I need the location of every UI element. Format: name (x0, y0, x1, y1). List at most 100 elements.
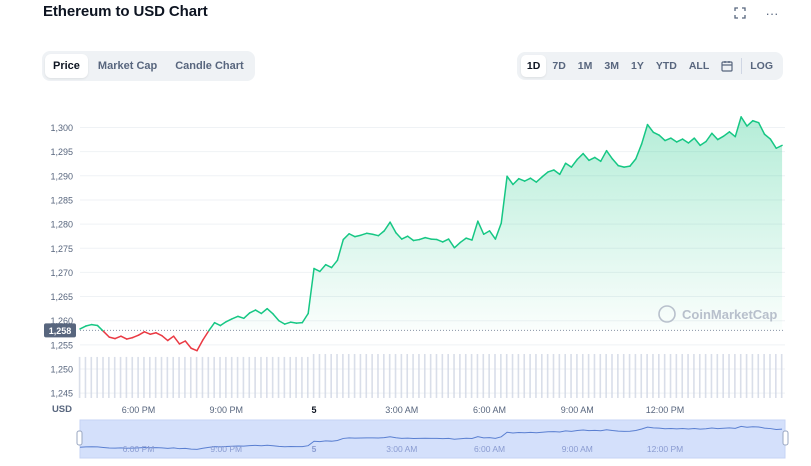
price-line-segment (693, 137, 701, 147)
fullscreen-icon[interactable] (733, 6, 747, 20)
tab-market-cap[interactable]: Market Cap (97, 60, 158, 72)
price-line-segment (599, 149, 608, 163)
range-ytd[interactable]: YTD (655, 60, 677, 72)
volume-bar (698, 354, 701, 398)
y-tick-label: 1,290 (50, 171, 73, 181)
price-line-segment (324, 263, 333, 269)
x-tick-label: 9:00 PM (209, 405, 243, 415)
price-line-segment (172, 335, 181, 345)
price-line-segment (401, 235, 409, 240)
x-tick-label: 6:00 PM (122, 405, 156, 415)
volume-bar (646, 354, 648, 398)
volume-bar (400, 354, 403, 398)
volume-bar (546, 354, 549, 398)
navigator-right-handle[interactable] (782, 430, 789, 446)
volume-bar (406, 354, 409, 398)
chart-actions: ··· (733, 5, 779, 21)
volume-bar (628, 354, 631, 398)
price-line-segment (529, 177, 538, 183)
volume-bar (675, 354, 678, 398)
price-line-segment (676, 138, 684, 143)
volume-bar (470, 354, 473, 398)
volume-bar (745, 354, 748, 398)
range-1y[interactable]: 1Y (630, 60, 644, 72)
price-line-segment (389, 221, 397, 234)
range-7d[interactable]: 7D (552, 60, 566, 72)
price-line-segment (506, 175, 514, 186)
price-line-segment (553, 169, 561, 176)
navigator-tick-label: 6:00 AM (474, 444, 505, 454)
price-line-segment (547, 169, 555, 173)
volume-bar (663, 354, 666, 398)
volume-bar (318, 354, 321, 398)
price-line-segment (301, 312, 309, 324)
price-line-segment (418, 236, 426, 241)
volume-bar (540, 354, 543, 398)
volume-bar (312, 354, 315, 398)
navigator-left-handle[interactable] (76, 430, 83, 446)
volume-bar (728, 354, 730, 398)
volume-bar (195, 356, 198, 398)
price-line-segment (167, 335, 175, 342)
range-1m[interactable]: 1M (577, 60, 593, 72)
price-line-segment (96, 324, 105, 333)
volume-bar (336, 354, 338, 398)
range-all[interactable]: ALL (688, 60, 710, 72)
volume-bar (225, 356, 227, 398)
log-toggle[interactable]: LOG (750, 60, 773, 72)
volume-bar (593, 354, 596, 398)
price-line-segment (120, 335, 128, 340)
volume-bar (213, 356, 215, 398)
volume-bar (739, 354, 742, 398)
price-line-segment (243, 312, 251, 320)
volume-bar (295, 356, 297, 398)
price-line-segment (623, 165, 631, 168)
tab-candle-chart[interactable]: Candle Chart (175, 60, 244, 72)
more-icon[interactable]: ··· (765, 5, 779, 21)
volume-bar (763, 354, 765, 398)
range-3m[interactable]: 3M (604, 60, 619, 72)
price-line-segment (757, 121, 766, 136)
volume-bar (166, 356, 169, 398)
y-tick-label: 1,300 (50, 123, 73, 133)
chart-type-tabs: Price Market Cap Candle Chart (42, 51, 255, 81)
price-line-segment (711, 132, 719, 141)
price-line-segment (570, 158, 579, 168)
volume-bar (570, 354, 572, 398)
volume-bar (775, 354, 777, 398)
calendar-icon[interactable] (715, 55, 739, 77)
volume-bar (84, 356, 87, 398)
price-line-segment (523, 177, 532, 182)
price-line-segment (635, 143, 643, 160)
volume-bar (78, 356, 81, 398)
price-line-segment (728, 131, 737, 138)
price-line-segment (494, 222, 502, 240)
volume-bar (529, 354, 531, 398)
price-line-segment (652, 131, 660, 136)
volume-bar (154, 356, 157, 398)
price-line-segment (266, 307, 274, 315)
y-tick-label: 1,280 (50, 220, 73, 230)
x-tick-label: 6:00 AM (473, 405, 506, 415)
volume-bar (517, 354, 520, 398)
price-line-segment (354, 234, 362, 238)
coinmarketcap-watermark: CoinMarketCap (658, 305, 777, 323)
price-line-segment (559, 162, 567, 176)
price-line-segment (313, 267, 321, 273)
price-line-segment (512, 177, 520, 186)
volume-bar (394, 354, 397, 398)
y-tick-label: 1,295 (50, 147, 73, 157)
range-divider (741, 58, 743, 74)
tab-price[interactable]: Price (45, 54, 88, 78)
volume-bar (388, 354, 391, 398)
price-line-segment (664, 137, 672, 142)
y-tick-label: 1,245 (50, 389, 73, 399)
price-line-segment (640, 123, 649, 145)
volume-bar (324, 354, 327, 398)
price-line-segment (219, 320, 228, 327)
price-line-segment (108, 336, 116, 340)
range-1d[interactable]: 1D (520, 55, 547, 77)
price-line-segment (488, 230, 497, 240)
price-line-segment (611, 158, 620, 167)
